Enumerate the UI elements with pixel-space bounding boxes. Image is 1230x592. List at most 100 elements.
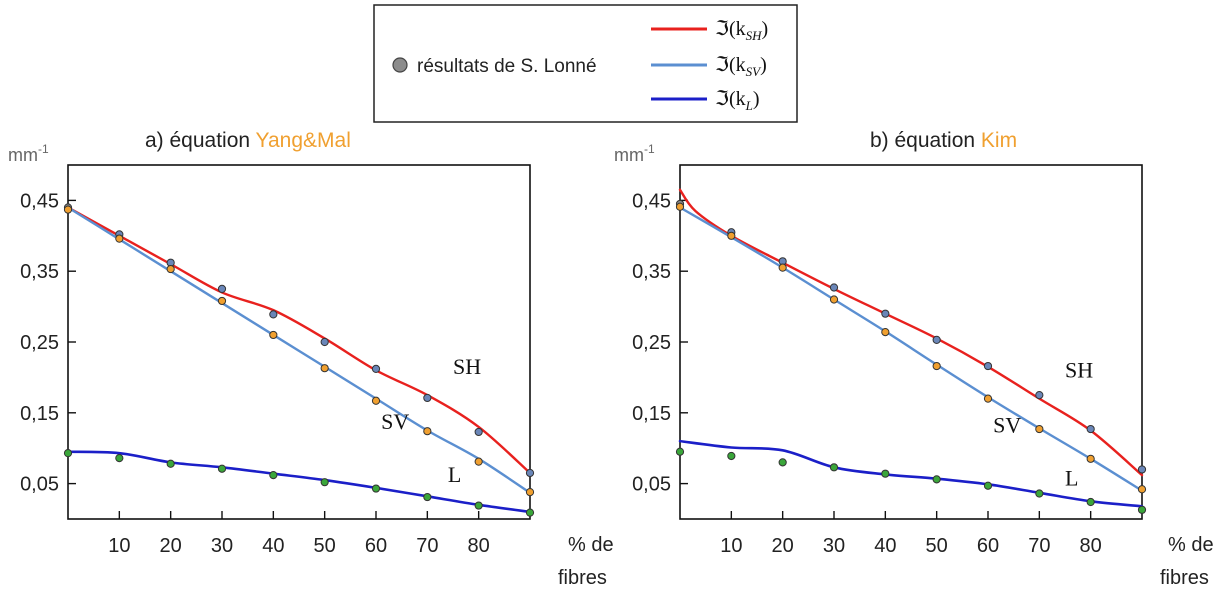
series-line-l bbox=[678, 439, 1144, 508]
data-point-marker bbox=[1137, 505, 1147, 514]
data-point-marker bbox=[115, 454, 124, 463]
x-tick-label: 80 bbox=[468, 535, 490, 557]
x-axis-label-a-line2: fibres bbox=[558, 567, 607, 589]
x-tick-label: 30 bbox=[823, 535, 845, 557]
x-tick-label: 60 bbox=[365, 535, 387, 557]
data-point-marker bbox=[217, 296, 227, 306]
legend: résultats de S. Lonné ℑ(kSH) ℑ(kSV) ℑ(kL… bbox=[373, 4, 798, 123]
x-tick-label: 30 bbox=[211, 535, 233, 557]
y-tick-label: 0,25 bbox=[632, 332, 671, 354]
data-point-marker bbox=[675, 202, 685, 211]
data-point-marker bbox=[983, 394, 993, 403]
data-point-marker bbox=[1035, 489, 1044, 498]
data-point-marker bbox=[881, 327, 890, 337]
data-point-marker bbox=[1086, 424, 1095, 434]
x-tick-label: 50 bbox=[926, 535, 948, 557]
x-tick-label: 80 bbox=[1080, 535, 1102, 557]
data-point-marker bbox=[269, 471, 278, 480]
data-point-marker bbox=[269, 330, 278, 340]
x-tick-label: 60 bbox=[977, 535, 999, 557]
data-point-marker bbox=[829, 295, 839, 304]
y-tick-label: 0,35 bbox=[632, 261, 671, 283]
data-point-marker bbox=[1035, 391, 1044, 400]
data-point-marker bbox=[1086, 454, 1095, 463]
data-point-marker bbox=[525, 468, 535, 478]
data-point-marker bbox=[829, 283, 839, 292]
data-point-marker bbox=[932, 361, 941, 371]
data-point-marker bbox=[320, 364, 329, 373]
data-point-marker bbox=[320, 478, 329, 487]
data-point-marker bbox=[474, 501, 483, 510]
x-tick-label: 50 bbox=[314, 535, 336, 557]
curve-label-sh: SH bbox=[453, 354, 481, 379]
x-axis-label-b-line2: fibres bbox=[1160, 567, 1209, 589]
data-point-marker bbox=[983, 481, 993, 490]
x-tick-label: 10 bbox=[720, 535, 742, 557]
x-tick-label: 70 bbox=[416, 535, 438, 557]
chart-title-a: a) équation Yang&Mal bbox=[145, 129, 351, 152]
x-tick-label: 10 bbox=[108, 535, 130, 557]
series-line-sh bbox=[66, 206, 532, 475]
x-tick-label: 40 bbox=[262, 535, 284, 557]
data-point-marker bbox=[320, 337, 329, 347]
data-point-marker bbox=[217, 284, 227, 293]
y-tick-label: 0,45 bbox=[20, 190, 59, 212]
data-point-marker bbox=[474, 457, 483, 466]
y-unit-label-a: mm-1 bbox=[8, 142, 49, 165]
data-point-marker bbox=[423, 492, 432, 502]
legend-label-sv: ℑ(kSV) bbox=[715, 54, 767, 79]
series-line-sv bbox=[66, 206, 532, 495]
data-point-marker bbox=[1137, 465, 1147, 474]
data-point-marker bbox=[778, 263, 787, 272]
y-tick-label: 0,15 bbox=[20, 403, 59, 425]
data-point-marker bbox=[474, 427, 483, 437]
legend-marker-label: résultats de S. Lonné bbox=[417, 56, 597, 77]
y-tick-label: 0,45 bbox=[632, 190, 671, 212]
x-tick-label: 40 bbox=[874, 535, 896, 557]
data-point-marker bbox=[1086, 497, 1095, 507]
series-line-sh bbox=[678, 188, 1144, 477]
data-point-marker bbox=[166, 264, 175, 274]
data-point-marker bbox=[727, 231, 736, 240]
x-tick-label: 20 bbox=[772, 535, 794, 557]
data-point-marker bbox=[166, 459, 175, 468]
y-tick-label: 0,15 bbox=[632, 403, 671, 425]
data-point-marker bbox=[525, 508, 535, 517]
y-unit-label-b: mm-1 bbox=[614, 142, 655, 165]
data-point-marker bbox=[423, 393, 432, 403]
data-point-marker bbox=[829, 463, 839, 472]
data-point-marker bbox=[423, 427, 432, 436]
data-point-marker bbox=[675, 447, 685, 456]
y-tick-label: 0,25 bbox=[20, 332, 59, 354]
x-axis-label-a-line1: % de bbox=[568, 534, 614, 556]
data-point-marker bbox=[778, 458, 787, 467]
data-point-marker bbox=[881, 469, 890, 478]
data-point-marker bbox=[727, 451, 736, 461]
data-point-marker bbox=[881, 309, 890, 318]
curve-label-l: L bbox=[1065, 466, 1078, 491]
y-tick-label: 0,05 bbox=[632, 474, 671, 496]
data-point-marker bbox=[371, 364, 381, 374]
curve-label-sv: SV bbox=[381, 409, 409, 434]
curve-label-l: L bbox=[448, 462, 461, 487]
data-point-marker bbox=[63, 205, 73, 214]
y-tick-label: 0,35 bbox=[20, 261, 59, 283]
data-point-marker bbox=[115, 234, 124, 243]
legend-frame bbox=[373, 4, 798, 123]
data-point-marker bbox=[1137, 485, 1147, 494]
legend-label-l: ℑ(kL) bbox=[715, 88, 760, 113]
curve-label-sh: SH bbox=[1065, 357, 1093, 382]
data-point-marker bbox=[1035, 424, 1044, 434]
chart-panel-b: b) équation Kim mm-1 % de fibres 0,45 0,3… bbox=[614, 129, 1214, 589]
data-point-marker bbox=[932, 335, 941, 344]
legend-marker-gray bbox=[392, 57, 408, 73]
data-point-marker bbox=[371, 484, 381, 493]
data-point-marker bbox=[269, 310, 278, 319]
data-point-marker bbox=[983, 361, 993, 371]
x-tick-label: 20 bbox=[160, 535, 182, 557]
data-point-marker bbox=[525, 487, 535, 497]
chart-panel-a: a) équation Yang&Mal mm-1 % de fibres 0,… bbox=[8, 129, 614, 589]
data-point-marker bbox=[63, 449, 73, 458]
data-point-marker bbox=[932, 475, 941, 484]
